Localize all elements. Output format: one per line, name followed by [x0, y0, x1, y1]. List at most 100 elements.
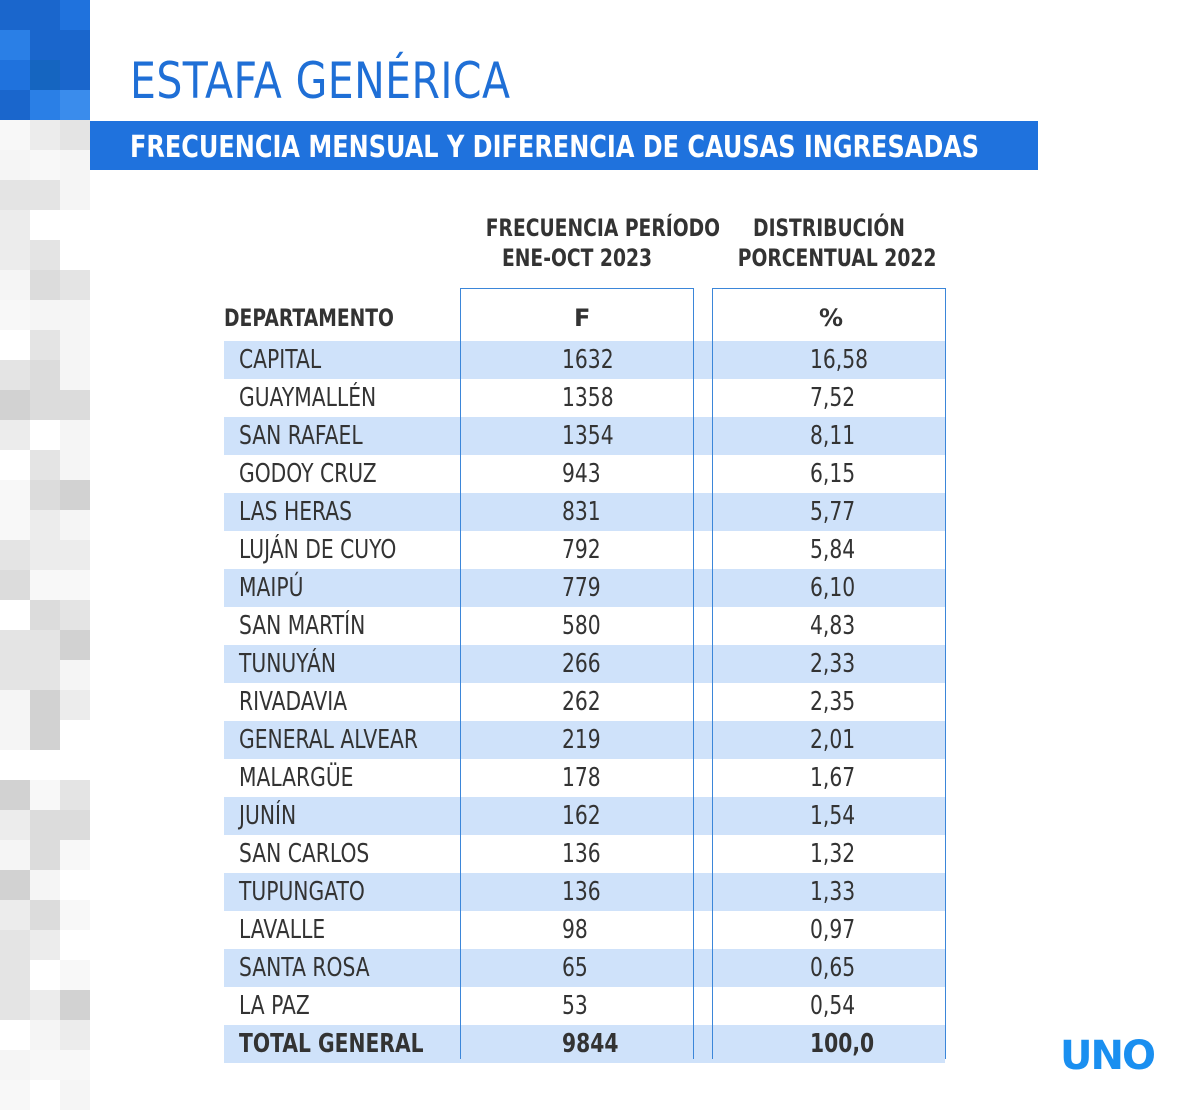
mosaic-tile [0, 0, 30, 30]
mosaic-tile [30, 180, 60, 210]
table-row: LA PAZ 53 0,54 [224, 987, 945, 1025]
table-row: SAN CARLOS 136 1,32 [224, 835, 945, 873]
total-label: TOTAL GENERAL [239, 1029, 424, 1059]
cell-departamento: TUNUYÁN [239, 649, 337, 679]
mosaic-tile [0, 30, 30, 60]
table-row: MALARGÜE 178 1,67 [224, 759, 945, 797]
mosaic-tile [30, 990, 60, 1020]
mosaic-tile [0, 90, 30, 120]
table-row: SAN RAFAEL 1354 8,11 [224, 417, 945, 455]
mosaic-tile [60, 690, 90, 720]
mosaic-tile [0, 330, 30, 360]
table-row: RIVADAVIA 262 2,35 [224, 683, 945, 721]
cell-percent: 7,52 [810, 383, 856, 413]
cell-frequency: 831 [562, 497, 601, 527]
table-row: LUJÁN DE CUYO 792 5,84 [224, 531, 945, 569]
mosaic-tile [0, 630, 30, 660]
cell-percent: 1,33 [810, 877, 856, 907]
mosaic-tile [60, 1080, 90, 1110]
mosaic-tile [0, 240, 30, 270]
mosaic-tile [30, 540, 60, 570]
distribution-heading-line2: PORCENTUAL 2022 [737, 244, 937, 272]
cell-frequency: 779 [562, 573, 601, 603]
mosaic-tile [60, 240, 90, 270]
frequency-column-heading: FRECUENCIA PERÍODO ENE-OCT 2023 [460, 213, 721, 273]
mosaic-tile [30, 450, 60, 480]
mosaic-tile [30, 60, 60, 90]
uno-logo: UNO [1060, 1032, 1162, 1079]
cell-departamento: MALARGÜE [239, 763, 354, 793]
mosaic-tile [0, 60, 30, 90]
mosaic-tile [0, 720, 30, 750]
cell-frequency: 136 [562, 839, 601, 869]
cell-departamento: SAN CARLOS [239, 839, 370, 869]
mosaic-tile [0, 1020, 30, 1050]
mosaic-tile [30, 0, 60, 30]
mosaic-tile [60, 660, 90, 690]
mosaic-tile [0, 180, 30, 210]
mosaic-tile [60, 270, 90, 300]
cell-departamento: CAPITAL [239, 345, 322, 375]
mosaic-tile [30, 900, 60, 930]
mosaic-tile [60, 570, 90, 600]
mosaic-tile [30, 300, 60, 330]
mosaic-tile [0, 600, 30, 630]
mosaic-tile [60, 810, 90, 840]
table-row: TUPUNGATO 136 1,33 [224, 873, 945, 911]
mosaic-tile [60, 630, 90, 660]
mosaic-tile [0, 300, 30, 330]
distribution-heading-line1: DISTRIBUCIÓN [753, 214, 905, 242]
mosaic-tile [60, 30, 90, 60]
mosaic-tile [60, 150, 90, 180]
mosaic-tile [30, 960, 60, 990]
cell-frequency: 266 [562, 649, 601, 679]
mosaic-tile [60, 600, 90, 630]
table-row: SANTA ROSA 65 0,65 [224, 949, 945, 987]
mosaic-tile [0, 780, 30, 810]
mosaic-tile [60, 1050, 90, 1080]
mosaic-tile [30, 750, 60, 780]
cell-percent: 2,35 [810, 687, 856, 717]
mosaic-tile [60, 930, 90, 960]
cell-departamento: RIVADAVIA [239, 687, 348, 717]
cell-percent: 2,33 [810, 649, 856, 679]
mosaic-tile [30, 1080, 60, 1110]
frequency-heading-line1: FRECUENCIA PERÍODO [485, 214, 721, 242]
cell-frequency: 580 [562, 611, 601, 641]
mosaic-tile [60, 60, 90, 90]
mosaic-tile [0, 150, 30, 180]
data-table: CAPITAL 1632 16,58 GUAYMALLÉN 1358 7,52 SAN RA… [224, 341, 945, 1063]
mosaic-tile [60, 390, 90, 420]
header-f: F [574, 304, 591, 332]
mosaic-tile [30, 420, 60, 450]
mosaic-tile [30, 120, 60, 150]
table-row: SAN MARTÍN 580 4,83 [224, 607, 945, 645]
cell-percent: 5,77 [810, 497, 856, 527]
cell-departamento: SAN MARTÍN [239, 611, 366, 641]
mosaic-tile [30, 870, 60, 900]
cell-percent: 0,54 [810, 991, 856, 1021]
mosaic-tile [30, 660, 60, 690]
mosaic-tile [0, 750, 30, 780]
total-percent: 100,0 [810, 1029, 875, 1059]
cell-frequency: 162 [562, 801, 601, 831]
mosaic-tile [60, 840, 90, 870]
mosaic-tile [0, 510, 30, 540]
mosaic-tile [60, 900, 90, 930]
table-row: GENERAL ALVEAR 219 2,01 [224, 721, 945, 759]
cell-frequency: 792 [562, 535, 601, 565]
mosaic-tile [60, 780, 90, 810]
distribution-column-frame [712, 288, 946, 1059]
uno-logo-text: UNO [1060, 1033, 1154, 1076]
banner-text: FRECUENCIA MENSUAL Y DIFERENCIA DE CAUSA… [130, 130, 980, 165]
mosaic-tile [60, 510, 90, 540]
mosaic-tile [30, 330, 60, 360]
mosaic-tile [30, 600, 60, 630]
mosaic-tile [60, 300, 90, 330]
mosaic-tile [30, 390, 60, 420]
mosaic-tile [30, 810, 60, 840]
mosaic-tile [60, 540, 90, 570]
mosaic-tile [30, 360, 60, 390]
cell-percent: 2,01 [810, 725, 856, 755]
table-row: TUNUYÁN 266 2,33 [224, 645, 945, 683]
